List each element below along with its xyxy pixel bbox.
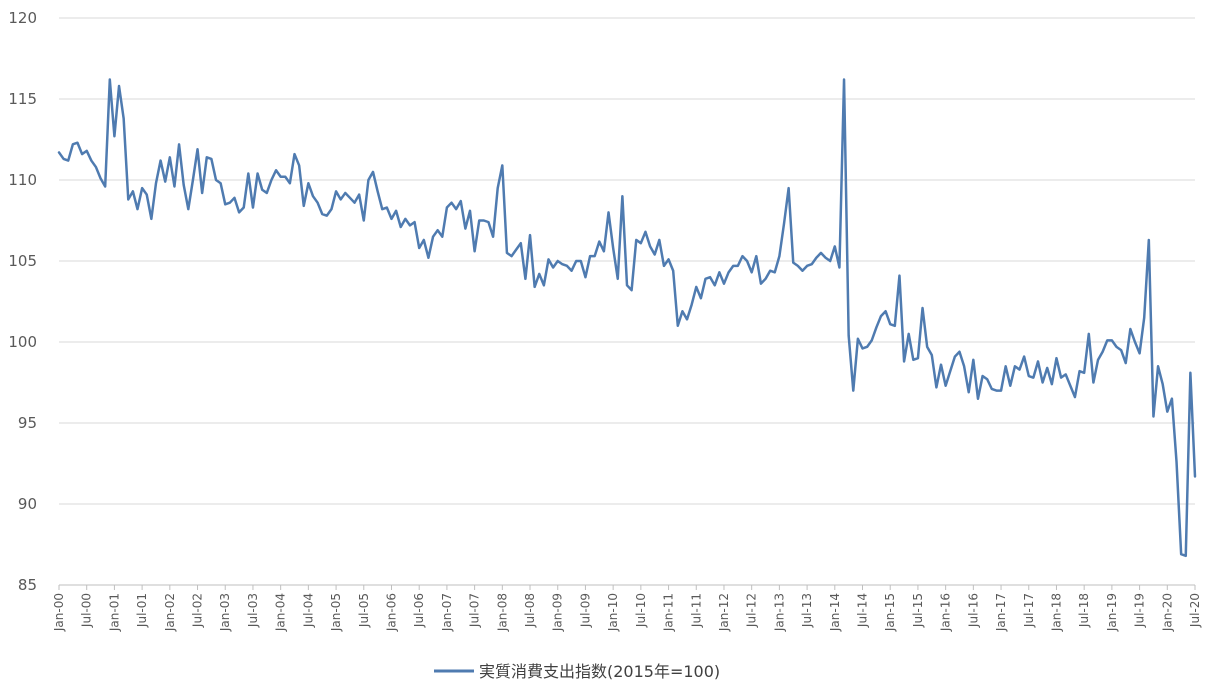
x-tick-label-Jul-15: Jul-15 [911, 593, 925, 628]
x-tick-label-Jan-16: Jan-16 [939, 593, 953, 632]
x-axis-tick-labels: Jan-00 Jul-00 Jan-01 Jul-01 Jan-02 Jul-02 Jan-… [52, 593, 1202, 632]
x-tick-label-Jul-11: Jul-11 [689, 593, 703, 628]
x-tick-label-Jan-14: Jan-14 [828, 593, 842, 632]
x-tick-label-Jan-01: Jan-01 [107, 593, 121, 632]
x-tick-label-Jan-02: Jan-02 [163, 593, 177, 632]
y-tick-label-100: 100 [8, 333, 37, 351]
x-tick-label-Jul-18: Jul-18 [1077, 593, 1091, 628]
x-tick-label-Jul-07: Jul-07 [468, 593, 482, 628]
x-tick-label-Jul-12: Jul-12 [745, 593, 759, 628]
series-line [57, 78, 1197, 558]
x-tick-label-Jul-16: Jul-16 [966, 593, 980, 628]
series-group [57, 78, 1197, 558]
y-tick-label-85: 85 [18, 576, 37, 594]
x-tick-label-Jan-07: Jan-07 [440, 593, 454, 632]
x-tick-label-Jan-04: Jan-04 [274, 593, 288, 632]
x-tick-label-Jan-20: Jan-20 [1160, 593, 1174, 632]
gridlines [59, 17, 1195, 505]
x-tick-label-Jul-00: Jul-00 [80, 593, 94, 628]
x-tick-label-Jul-05: Jul-05 [357, 593, 371, 628]
x-tick-label-Jan-00: Jan-00 [52, 593, 66, 632]
x-tick-label-Jul-14: Jul-14 [856, 593, 870, 628]
x-tick-label-Jan-18: Jan-18 [1049, 593, 1063, 632]
x-tick-label-Jan-12: Jan-12 [717, 593, 731, 632]
legend: 実質消費支出指数(2015年=100) [434, 662, 720, 681]
x-tick-label-Jul-10: Jul-10 [634, 593, 648, 628]
x-tick-label-Jan-11: Jan-11 [662, 593, 676, 632]
x-tick-label-Jul-20: Jul-20 [1188, 593, 1202, 628]
x-tick-label-Jan-10: Jan-10 [606, 593, 620, 632]
y-tick-label-105: 105 [8, 252, 37, 270]
y-tick-label-115: 115 [8, 90, 37, 108]
y-axis-tick-labels: 85 90 95 100 105 110 115 120 [8, 9, 37, 594]
y-tick-label-120: 120 [8, 9, 37, 27]
x-tick-label-Jul-13: Jul-13 [800, 593, 814, 628]
x-tick-label-Jan-17: Jan-17 [994, 593, 1008, 632]
x-tick-label-Jul-03: Jul-03 [246, 593, 260, 628]
y-tick-label-90: 90 [18, 495, 37, 513]
x-tick-label-Jul-01: Jul-01 [135, 593, 149, 628]
x-tick-label-Jan-05: Jan-05 [329, 593, 343, 632]
y-tick-label-95: 95 [18, 414, 37, 432]
x-tick-label-Jul-09: Jul-09 [578, 593, 592, 628]
x-tick-label-Jan-13: Jan-13 [772, 593, 786, 632]
x-tick-label-Jan-06: Jan-06 [384, 593, 398, 632]
x-tick-label-Jul-19: Jul-19 [1133, 593, 1147, 628]
x-tick-label-Jan-03: Jan-03 [218, 593, 232, 632]
x-tick-label-Jul-02: Jul-02 [191, 593, 205, 628]
x-tick-label-Jul-04: Jul-04 [301, 593, 315, 628]
x-tick-label-Jul-06: Jul-06 [412, 593, 426, 628]
x-tick-label-Jul-17: Jul-17 [1022, 593, 1036, 628]
x-tick-label-Jan-08: Jan-08 [495, 593, 509, 632]
x-tick-label-Jan-09: Jan-09 [551, 593, 565, 632]
x-tick-label-Jan-15: Jan-15 [883, 593, 897, 632]
x-tick-label-Jul-08: Jul-08 [523, 593, 537, 628]
x-axis [58, 584, 1196, 590]
y-tick-label-110: 110 [8, 171, 37, 189]
legend-label: 実質消費支出指数(2015年=100) [479, 662, 720, 681]
x-tick-label-Jan-19: Jan-19 [1105, 593, 1119, 632]
